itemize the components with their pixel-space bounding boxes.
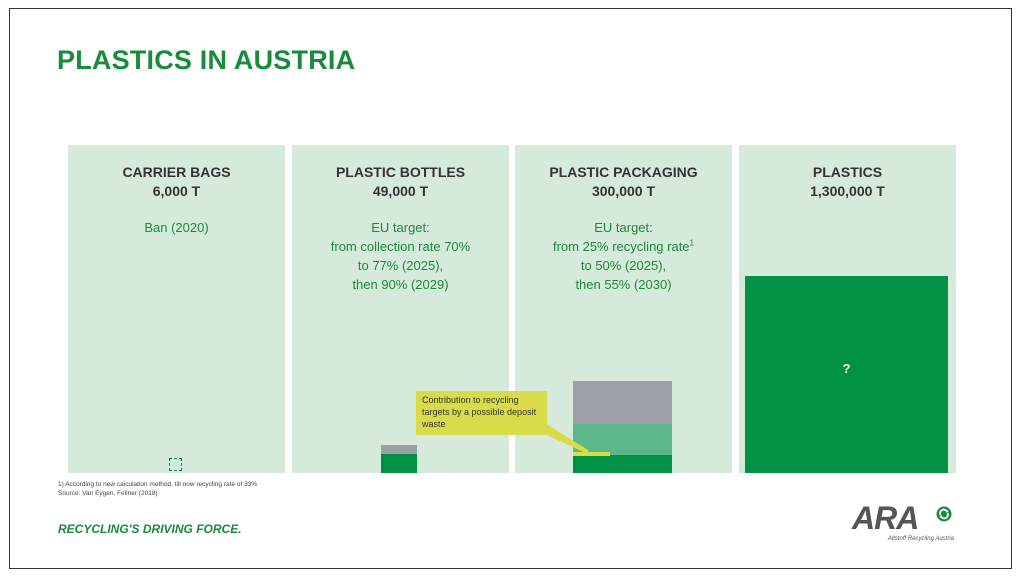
footnote-line: 1) According to new calculation method, … xyxy=(58,481,258,488)
bottles-gray-bar xyxy=(381,445,417,454)
panel-amount: 49,000 T xyxy=(372,183,429,199)
panel-note: EU target: xyxy=(594,220,653,235)
logo-subtitle: Altstoff Recycling Austria xyxy=(887,536,954,542)
footnote-marker: 1 xyxy=(689,238,694,248)
unknown-label: ? xyxy=(842,361,851,376)
tagline: RECYCLING'S DRIVING FORCE. xyxy=(58,522,242,536)
panel-note: EU target: xyxy=(371,220,430,235)
packaging-dark-green-bar xyxy=(573,455,672,473)
panel-title: PLASTIC PACKAGING xyxy=(549,164,698,180)
recycle-icon xyxy=(936,506,952,522)
panel-amount: 300,000 T xyxy=(591,183,656,199)
deposit-waste-highlight xyxy=(573,452,610,456)
panel-amount: 1,300,000 T xyxy=(810,183,885,199)
panel-plastic-bottles: PLASTIC BOTTLES 49,000 T EU target: from… xyxy=(292,145,509,473)
panel-note: Ban (2020) xyxy=(144,220,209,235)
panel-note: then 90% (2029) xyxy=(352,277,449,292)
deposit-callout: Contribution to recycling targets by a p… xyxy=(416,391,547,435)
panel-carrier-bags: CARRIER BAGS 6,000 T Ban (2020) xyxy=(68,145,285,473)
packaging-mid-green-bar xyxy=(573,424,672,455)
packaging-gray-bar xyxy=(573,381,672,424)
panel-note: then 55% (2030) xyxy=(575,277,672,292)
ara-logo: ARA Altstoff Recycling Austria xyxy=(852,500,962,548)
panel-plastic-packaging: PLASTIC PACKAGING 300,000 T EU target: f… xyxy=(515,145,732,473)
carrier-bags-dashed-box xyxy=(169,458,182,471)
page-title: PLASTICS IN AUSTRIA xyxy=(57,45,356,75)
source-line: Source: Van Eygen, Fellner (2018) xyxy=(58,489,158,497)
panel-title: PLASTIC BOTTLES xyxy=(335,164,466,180)
panel-title: CARRIER BAGS xyxy=(122,164,231,180)
panel-note: from 25% recycling rate xyxy=(552,239,690,254)
panel-note: to 50% (2025), xyxy=(580,258,667,273)
panel-title: PLASTICS xyxy=(812,164,883,180)
logo-text: ARA xyxy=(852,500,919,536)
panel-note: from collection rate 70% xyxy=(330,239,471,254)
bottles-green-bar xyxy=(381,454,417,473)
panel-plastics: PLASTICS 1,300,000 T ? xyxy=(739,145,956,473)
plastics-green-box: ? xyxy=(745,276,948,473)
panel-amount: 6,000 T xyxy=(152,183,201,199)
panel-note: to 77% (2025), xyxy=(357,258,444,273)
footnote: 1) According to new calculation method, … xyxy=(58,481,257,498)
